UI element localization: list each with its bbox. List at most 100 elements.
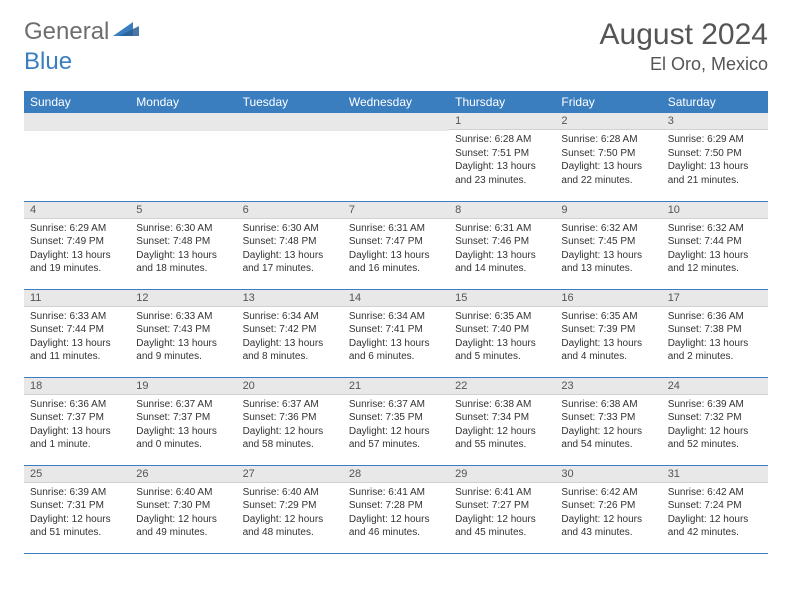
day-details: Sunrise: 6:40 AMSunset: 7:29 PMDaylight:… — [237, 483, 343, 544]
day-number: 9 — [555, 202, 661, 219]
empty-day — [130, 113, 236, 131]
day-number: 28 — [343, 466, 449, 483]
calendar-cell: 31Sunrise: 6:42 AMSunset: 7:24 PMDayligh… — [662, 465, 768, 553]
day-number: 6 — [237, 202, 343, 219]
day-number: 14 — [343, 290, 449, 307]
day-details: Sunrise: 6:32 AMSunset: 7:45 PMDaylight:… — [555, 219, 661, 280]
calendar-cell: 28Sunrise: 6:41 AMSunset: 7:28 PMDayligh… — [343, 465, 449, 553]
day-details: Sunrise: 6:42 AMSunset: 7:26 PMDaylight:… — [555, 483, 661, 544]
day-details: Sunrise: 6:39 AMSunset: 7:31 PMDaylight:… — [24, 483, 130, 544]
calendar-cell: 19Sunrise: 6:37 AMSunset: 7:37 PMDayligh… — [130, 377, 236, 465]
day-number: 19 — [130, 378, 236, 395]
day-number: 21 — [343, 378, 449, 395]
calendar-cell: 3Sunrise: 6:29 AMSunset: 7:50 PMDaylight… — [662, 113, 768, 201]
calendar-cell: 6Sunrise: 6:30 AMSunset: 7:48 PMDaylight… — [237, 201, 343, 289]
logo-triangle-icon — [113, 20, 139, 45]
calendar-cell: 8Sunrise: 6:31 AMSunset: 7:46 PMDaylight… — [449, 201, 555, 289]
day-details: Sunrise: 6:34 AMSunset: 7:42 PMDaylight:… — [237, 307, 343, 368]
calendar-week-row: 18Sunrise: 6:36 AMSunset: 7:37 PMDayligh… — [24, 377, 768, 465]
calendar-cell: 21Sunrise: 6:37 AMSunset: 7:35 PMDayligh… — [343, 377, 449, 465]
day-details: Sunrise: 6:28 AMSunset: 7:51 PMDaylight:… — [449, 130, 555, 191]
empty-day — [237, 113, 343, 131]
calendar-cell: 29Sunrise: 6:41 AMSunset: 7:27 PMDayligh… — [449, 465, 555, 553]
day-details: Sunrise: 6:37 AMSunset: 7:37 PMDaylight:… — [130, 395, 236, 456]
day-number: 12 — [130, 290, 236, 307]
day-number: 10 — [662, 202, 768, 219]
calendar-cell: 30Sunrise: 6:42 AMSunset: 7:26 PMDayligh… — [555, 465, 661, 553]
day-number: 2 — [555, 113, 661, 130]
day-number: 11 — [24, 290, 130, 307]
calendar-cell — [24, 113, 130, 201]
day-details: Sunrise: 6:37 AMSunset: 7:36 PMDaylight:… — [237, 395, 343, 456]
calendar-week-row: 4Sunrise: 6:29 AMSunset: 7:49 PMDaylight… — [24, 201, 768, 289]
day-details: Sunrise: 6:29 AMSunset: 7:50 PMDaylight:… — [662, 130, 768, 191]
weekday-header: Monday — [130, 91, 236, 113]
calendar-cell: 14Sunrise: 6:34 AMSunset: 7:41 PMDayligh… — [343, 289, 449, 377]
calendar-cell: 24Sunrise: 6:39 AMSunset: 7:32 PMDayligh… — [662, 377, 768, 465]
calendar-cell — [130, 113, 236, 201]
logo-sub: Blue — [24, 48, 72, 76]
calendar-cell: 11Sunrise: 6:33 AMSunset: 7:44 PMDayligh… — [24, 289, 130, 377]
calendar-cell: 22Sunrise: 6:38 AMSunset: 7:34 PMDayligh… — [449, 377, 555, 465]
day-details: Sunrise: 6:38 AMSunset: 7:33 PMDaylight:… — [555, 395, 661, 456]
month-title: August 2024 — [600, 18, 768, 52]
weekday-header: Friday — [555, 91, 661, 113]
day-number: 27 — [237, 466, 343, 483]
day-details: Sunrise: 6:29 AMSunset: 7:49 PMDaylight:… — [24, 219, 130, 280]
calendar-cell: 27Sunrise: 6:40 AMSunset: 7:29 PMDayligh… — [237, 465, 343, 553]
calendar-cell: 23Sunrise: 6:38 AMSunset: 7:33 PMDayligh… — [555, 377, 661, 465]
logo: General — [24, 18, 143, 46]
weekday-row: SundayMondayTuesdayWednesdayThursdayFrid… — [24, 91, 768, 113]
day-details: Sunrise: 6:28 AMSunset: 7:50 PMDaylight:… — [555, 130, 661, 191]
title-block: August 2024 El Oro, Mexico — [600, 18, 768, 75]
empty-day — [343, 113, 449, 131]
calendar-cell: 25Sunrise: 6:39 AMSunset: 7:31 PMDayligh… — [24, 465, 130, 553]
calendar-cell — [237, 113, 343, 201]
day-details: Sunrise: 6:30 AMSunset: 7:48 PMDaylight:… — [130, 219, 236, 280]
day-details: Sunrise: 6:40 AMSunset: 7:30 PMDaylight:… — [130, 483, 236, 544]
day-number: 17 — [662, 290, 768, 307]
day-number: 25 — [24, 466, 130, 483]
calendar-week-row: 11Sunrise: 6:33 AMSunset: 7:44 PMDayligh… — [24, 289, 768, 377]
day-number: 20 — [237, 378, 343, 395]
calendar-cell: 26Sunrise: 6:40 AMSunset: 7:30 PMDayligh… — [130, 465, 236, 553]
day-details: Sunrise: 6:34 AMSunset: 7:41 PMDaylight:… — [343, 307, 449, 368]
day-number: 1 — [449, 113, 555, 130]
day-details: Sunrise: 6:31 AMSunset: 7:46 PMDaylight:… — [449, 219, 555, 280]
day-details: Sunrise: 6:35 AMSunset: 7:39 PMDaylight:… — [555, 307, 661, 368]
day-details: Sunrise: 6:41 AMSunset: 7:27 PMDaylight:… — [449, 483, 555, 544]
day-details: Sunrise: 6:42 AMSunset: 7:24 PMDaylight:… — [662, 483, 768, 544]
day-number: 24 — [662, 378, 768, 395]
empty-day — [24, 113, 130, 131]
day-number: 18 — [24, 378, 130, 395]
day-number: 15 — [449, 290, 555, 307]
calendar-cell: 17Sunrise: 6:36 AMSunset: 7:38 PMDayligh… — [662, 289, 768, 377]
calendar-cell: 13Sunrise: 6:34 AMSunset: 7:42 PMDayligh… — [237, 289, 343, 377]
day-number: 4 — [24, 202, 130, 219]
calendar-cell: 18Sunrise: 6:36 AMSunset: 7:37 PMDayligh… — [24, 377, 130, 465]
day-details: Sunrise: 6:32 AMSunset: 7:44 PMDaylight:… — [662, 219, 768, 280]
calendar-cell: 5Sunrise: 6:30 AMSunset: 7:48 PMDaylight… — [130, 201, 236, 289]
calendar-week-row: 25Sunrise: 6:39 AMSunset: 7:31 PMDayligh… — [24, 465, 768, 553]
weekday-header: Sunday — [24, 91, 130, 113]
day-details: Sunrise: 6:33 AMSunset: 7:43 PMDaylight:… — [130, 307, 236, 368]
day-details: Sunrise: 6:37 AMSunset: 7:35 PMDaylight:… — [343, 395, 449, 456]
day-details: Sunrise: 6:41 AMSunset: 7:28 PMDaylight:… — [343, 483, 449, 544]
calendar-cell — [343, 113, 449, 201]
day-details: Sunrise: 6:35 AMSunset: 7:40 PMDaylight:… — [449, 307, 555, 368]
day-number: 29 — [449, 466, 555, 483]
day-number: 31 — [662, 466, 768, 483]
weekday-header: Thursday — [449, 91, 555, 113]
calendar-week-row: 1Sunrise: 6:28 AMSunset: 7:51 PMDaylight… — [24, 113, 768, 201]
weekday-header: Saturday — [662, 91, 768, 113]
calendar-head: SundayMondayTuesdayWednesdayThursdayFrid… — [24, 91, 768, 113]
calendar-body: 1Sunrise: 6:28 AMSunset: 7:51 PMDaylight… — [24, 113, 768, 553]
day-details: Sunrise: 6:36 AMSunset: 7:37 PMDaylight:… — [24, 395, 130, 456]
location-label: El Oro, Mexico — [600, 54, 768, 75]
logo-text-general: General — [24, 18, 109, 46]
day-details: Sunrise: 6:30 AMSunset: 7:48 PMDaylight:… — [237, 219, 343, 280]
logo-text-blue: Blue — [24, 48, 72, 75]
calendar-cell: 20Sunrise: 6:37 AMSunset: 7:36 PMDayligh… — [237, 377, 343, 465]
day-number: 3 — [662, 113, 768, 130]
weekday-header: Wednesday — [343, 91, 449, 113]
